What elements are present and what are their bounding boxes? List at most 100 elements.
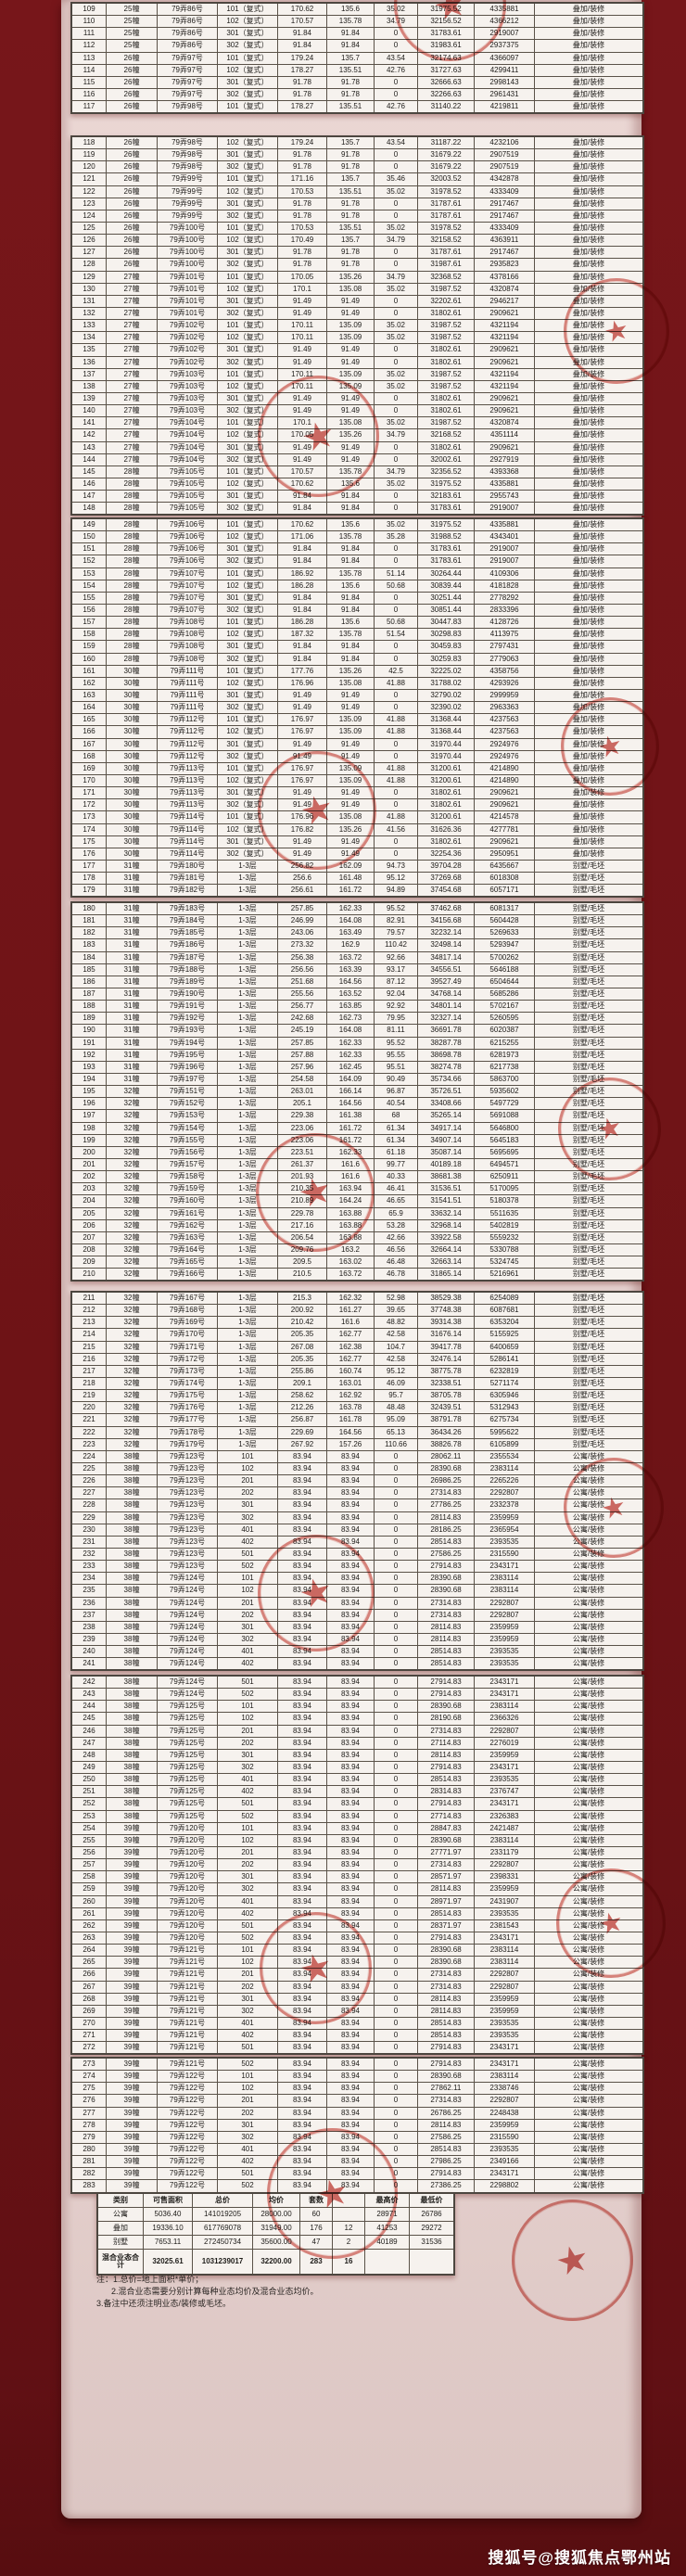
table-cell: 164.56: [326, 975, 375, 988]
table-cell: 别墅/毛坯: [534, 1121, 644, 1135]
table-cell: 205: [70, 1206, 107, 1220]
table-cell: 83.94: [326, 1992, 375, 2006]
table-cell: 40.33: [374, 1170, 418, 1184]
table-cell: 617769078: [192, 2221, 253, 2236]
table-cell: 101（复式）: [217, 713, 278, 727]
table-cell: 102（复式）: [217, 676, 278, 690]
table-cell: 28514.83: [417, 1535, 475, 1549]
table-cell: 83.94: [277, 1736, 327, 1750]
table-cell: 4109306: [474, 567, 535, 580]
table-cell: 79弄105号: [157, 477, 218, 491]
table-cell: 公寓/装修: [534, 1724, 644, 1738]
table-cell: 79弄106号: [157, 530, 218, 544]
table-row: 209 32幢 79弄165号 1-3层 209.5 163.02 46.48 32663.1…: [70, 1256, 644, 1269]
table-cell: 1-3层: [217, 1413, 278, 1427]
table-row: 183 31幢 79弄186号 1-3层 273.32 162.9 110.42 32498.…: [70, 938, 644, 952]
table-cell: 301（复式）: [217, 75, 278, 89]
summary-table: 类别 可售面积 总价 均价 套数 最高价 最低价 公寓 5036.40 141019205 280…: [96, 2192, 455, 2276]
table-cell: 179.24: [277, 51, 327, 65]
table-row: 混合业态合计 32025.61 1031239017 32200.00 283 16: [96, 2249, 455, 2276]
table-row: 250 38幢 79弄125号 401 83.94 83.94 0 28514.83 23935…: [70, 1773, 644, 1787]
table-cell: 161.72: [326, 884, 375, 898]
table-row: 212 32幢 79弄168号 1-3层 200.92 161.27 39.65 37748.…: [70, 1304, 644, 1318]
table-cell: 79弄98号: [157, 148, 218, 162]
table-cell: 91.78: [326, 197, 375, 210]
table-cell: 公寓/装修: [534, 2130, 644, 2144]
table-cell: 128: [70, 258, 107, 272]
table-cell: 402: [217, 2155, 278, 2169]
table-cell: 0: [374, 404, 418, 418]
table-cell: 32幢: [106, 1340, 158, 1354]
table-cell: 217.16: [277, 1218, 327, 1232]
table-cell: 188: [70, 1000, 107, 1014]
table-cell: 179.24: [277, 135, 327, 150]
table-cell: 0: [374, 1944, 418, 1958]
table-cell: 91.78: [277, 209, 327, 223]
table-cell: 叠加/装修: [534, 555, 644, 568]
table-cell: 79弄124号: [157, 1688, 218, 1702]
table-cell: 叠加/装修: [534, 761, 644, 775]
table-cell: 135.78: [326, 628, 375, 642]
table-cell: 2919007: [474, 27, 535, 41]
table-cell: 95.51: [374, 1060, 418, 1074]
table-cell: 39幢: [106, 1968, 158, 1982]
table-cell: 0: [374, 453, 418, 466]
table-cell: 别墅/毛坯: [534, 987, 644, 1001]
table-cell: 161.78: [326, 1413, 375, 1427]
table-cell: 79弄121号: [157, 1944, 218, 1958]
table-cell: 177.76: [277, 664, 327, 678]
table-cell: 135.51: [326, 185, 375, 198]
table-cell: 32183.61: [417, 490, 475, 504]
table-cell: 35726.51: [417, 1085, 475, 1099]
table-cell: 32幢: [106, 1085, 158, 1099]
table-cell: 1-3层: [217, 1231, 278, 1244]
table-cell: 79弄177号: [157, 1413, 218, 1427]
table-row: 127 26幢 79弄100号 301（复式） 91.78 91.78 0 31787.61 2…: [70, 246, 644, 260]
table-cell: 28幢: [106, 652, 158, 666]
table-cell: 182: [70, 926, 107, 940]
table-cell: 79弄111号: [157, 676, 218, 690]
table-cell: 258.62: [277, 1389, 327, 1403]
table-cell: 5402819: [474, 1218, 535, 1232]
table-cell: 79弄125号: [157, 1748, 218, 1762]
table-row: 217 32幢 79弄173号 1-3层 255.86 160.74 95.12 38775.…: [70, 1364, 644, 1378]
table-cell: 83.94: [326, 2029, 375, 2043]
table-cell: 79弄168号: [157, 1304, 218, 1318]
table-cell: 186.28: [277, 579, 327, 593]
table-cell: 218: [70, 1376, 107, 1391]
table-cell: 叠加/装修: [534, 416, 644, 430]
table-row: 141 27幢 79弄104号 101（复式） 170.1 135.08 35.02 3198…: [70, 416, 644, 430]
table-cell: 2359959: [474, 1748, 535, 1762]
table-cell: 叠加/装修: [534, 39, 644, 53]
table-row: 272 39幢 79弄121号 501 83.94 83.94 0 27914.83 23431…: [70, 2041, 644, 2055]
table-row: 131 27幢 79弄101号 301（复式） 91.49 91.49 0 32202.61 2…: [70, 294, 644, 308]
table-cell: 79弄125号: [157, 1773, 218, 1787]
table-cell: 79弄125号: [157, 1724, 218, 1738]
table-cell: 28幢: [106, 555, 158, 568]
table-cell: 201: [217, 1596, 278, 1610]
table-cell: 25幢: [106, 27, 158, 41]
table-cell: 1-3层: [217, 1328, 278, 1342]
table-cell: 叠加/装修: [534, 367, 644, 381]
table-cell: 102（复式）: [217, 428, 278, 442]
table-cell: 79弄113号: [157, 798, 218, 812]
table-cell: 79弄124号: [157, 1645, 218, 1659]
table-cell: 101（复式）: [217, 221, 278, 236]
table-cell: 31幢: [106, 1000, 158, 1014]
table-cell: 6081317: [474, 901, 535, 916]
table-cell: 1-3层: [217, 1389, 278, 1403]
table-cell: 2355534: [474, 1449, 535, 1463]
table-cell: 叠加/装修: [534, 676, 644, 690]
table-cell: 叠加/装修: [534, 490, 644, 504]
table-cell: 52.98: [374, 1291, 418, 1306]
table-cell: 别墅/毛坯: [534, 1218, 644, 1232]
table-cell: 83.94: [326, 1498, 375, 1512]
table-cell: 28190.68: [417, 1712, 475, 1726]
table-cell: 267: [70, 1980, 107, 1994]
table-cell: 4321194: [474, 331, 535, 345]
table-cell: 2393535: [474, 2016, 535, 2031]
table-cell: 302: [217, 2130, 278, 2144]
table-row: 133 27幢 79弄102号 101（复式） 170.11 135.09 35.02 319…: [70, 319, 644, 333]
table-cell: 102（复式）: [217, 234, 278, 248]
table-cell: 91.49: [277, 306, 327, 321]
